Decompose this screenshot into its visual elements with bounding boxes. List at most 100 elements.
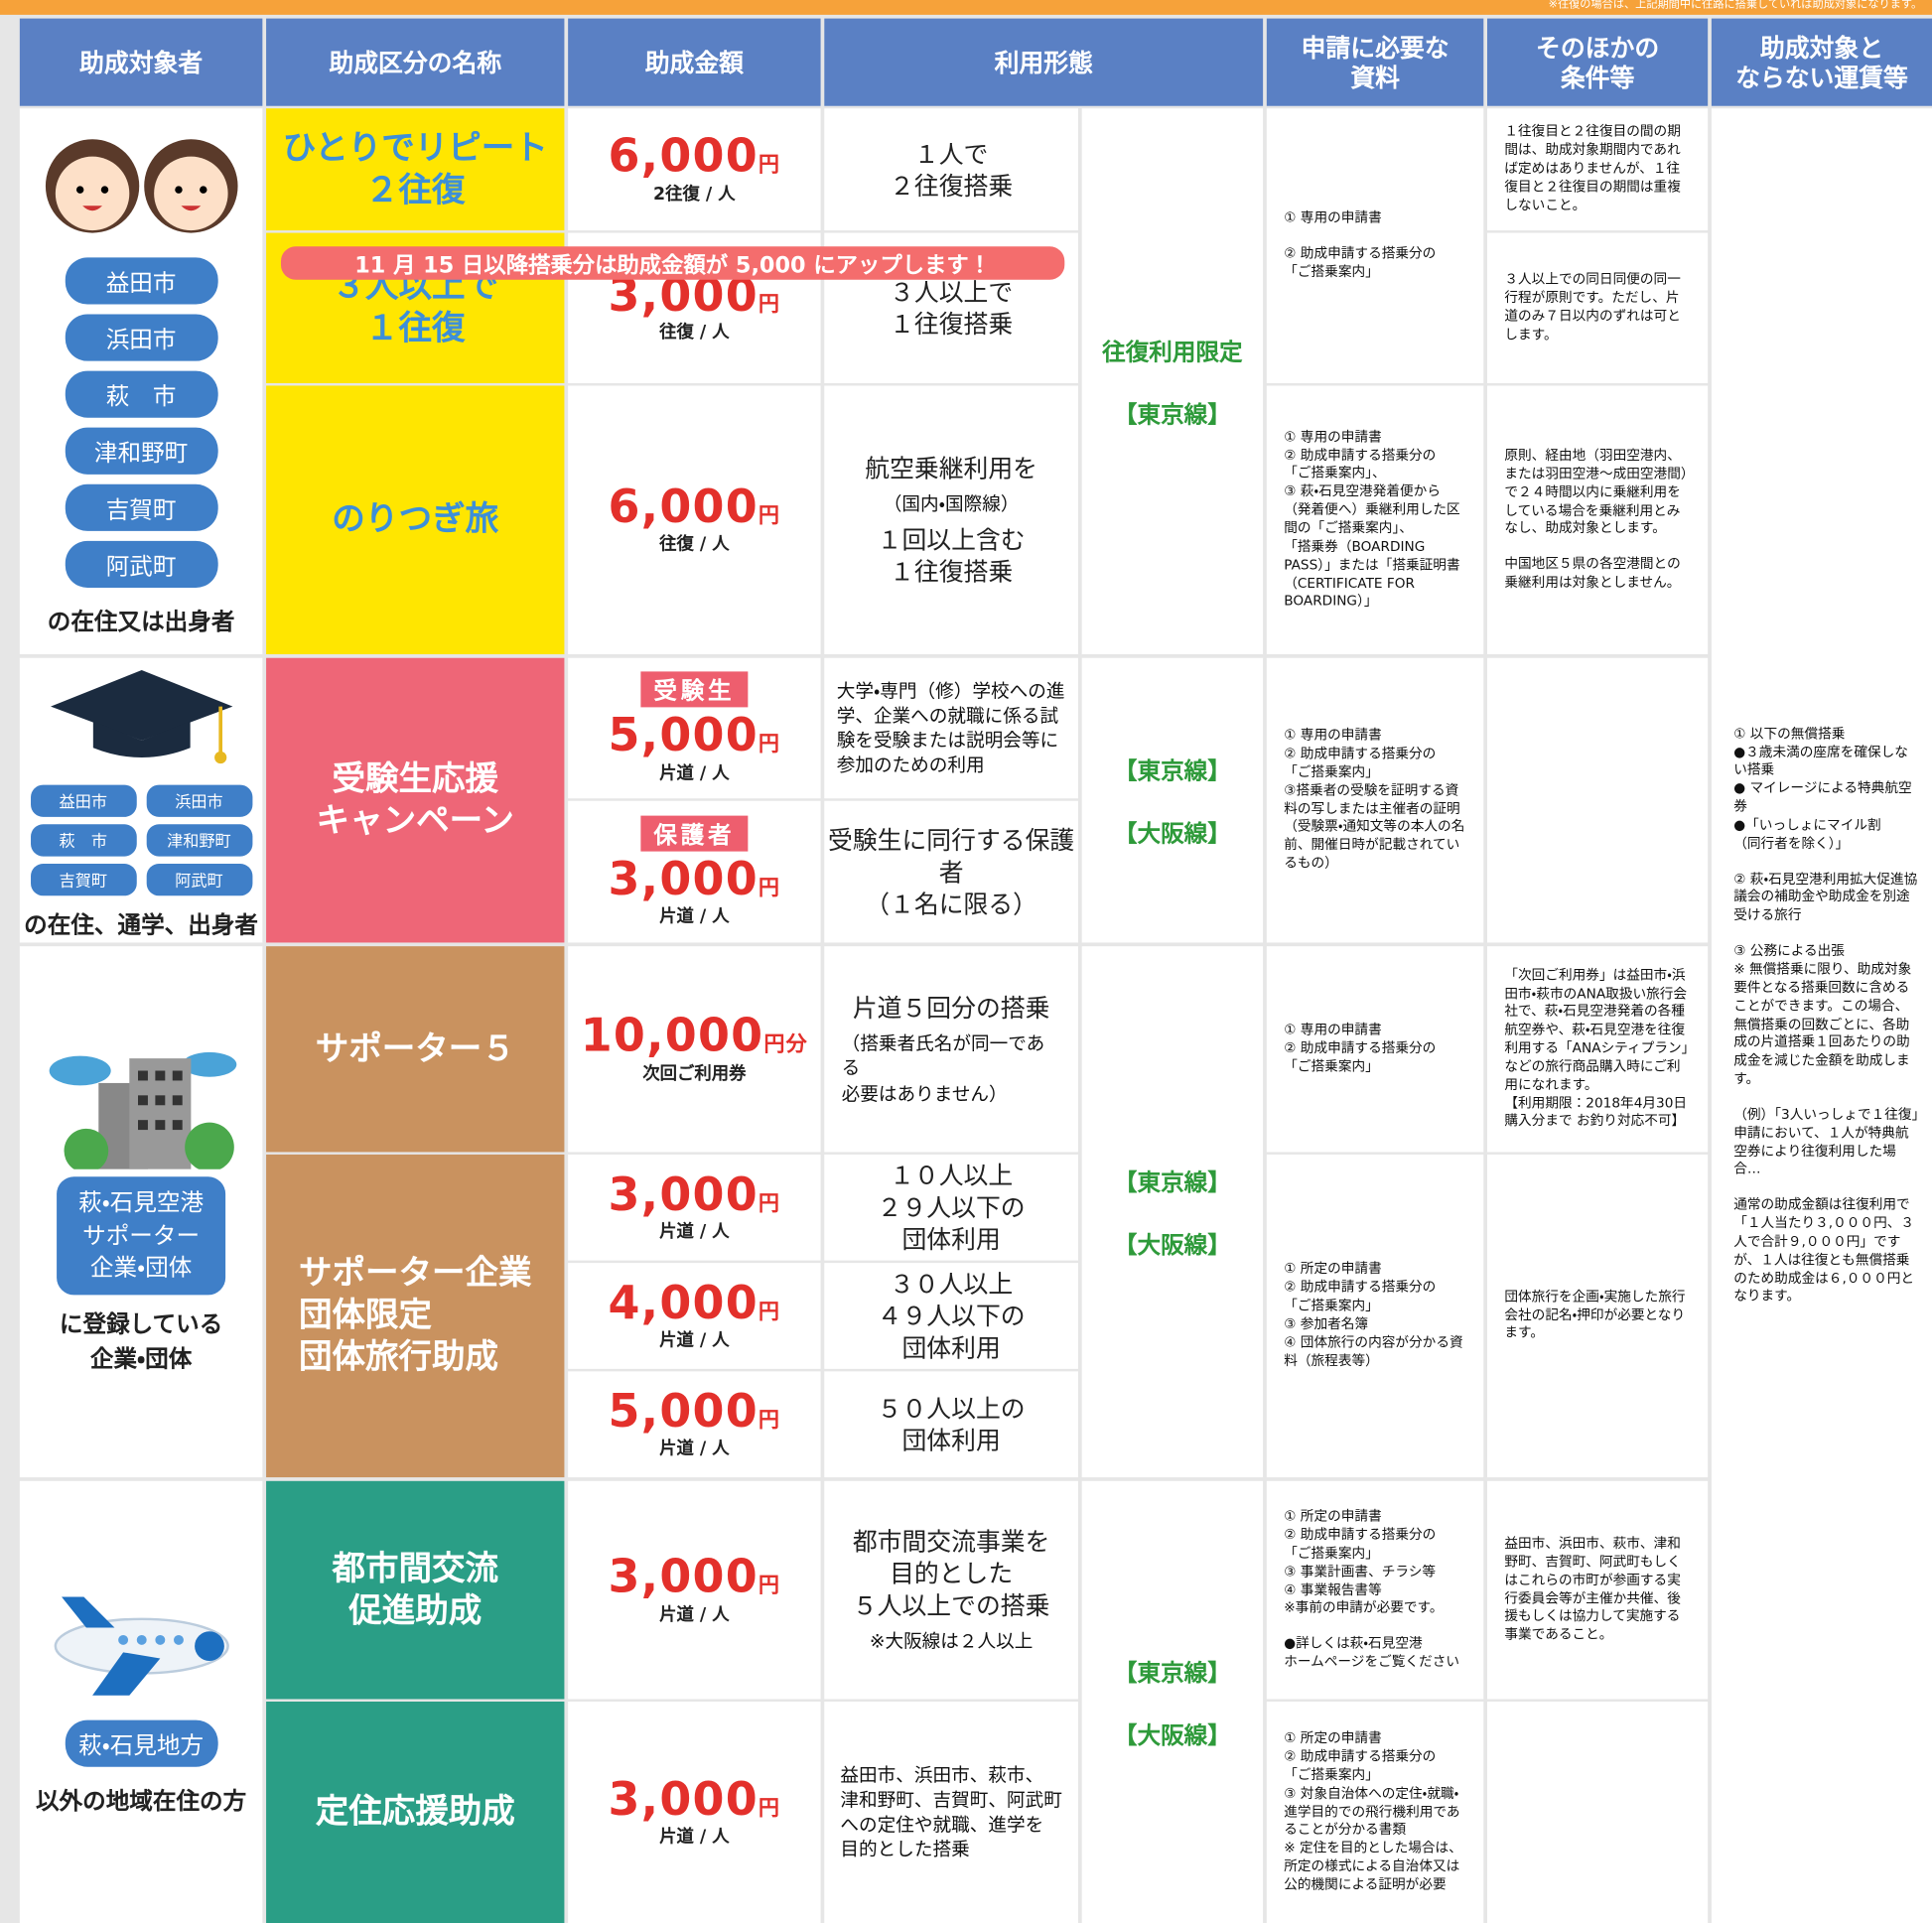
route-label: 【東京線】 (1113, 756, 1231, 784)
icon-shape (117, 1635, 184, 1646)
program-name-cell: のりつぎ旅 (266, 385, 565, 655)
amount-per: 往復 / 人 (659, 535, 730, 556)
city-list: 萩・石見地方 (65, 1716, 218, 1772)
city-pill: 益田市 (30, 783, 137, 817)
city-pill: 萩 市 (65, 370, 218, 419)
route-cell: 往復利用限定 【東京線】 (1081, 108, 1264, 655)
amount: 3,000円 (608, 1553, 780, 1601)
usage-text: ３人以上で １往復搭乗 (890, 277, 1014, 340)
route-cell: 【東京線】 【大阪線】 (1081, 946, 1264, 1478)
usage-text: 大学・専門（修）学校への進学、企業への就職に係る試験を受験または説明会等に参加の… (836, 679, 1065, 777)
city-list: 益田市 浜田市萩 市津和野町 吉賀町 阿武町 (30, 783, 252, 895)
program-name-cell: サポーター企業 団体限定 団体旅行助成 (266, 1154, 565, 1478)
icon-shape (117, 1635, 128, 1646)
city-pill: 吉賀町 (30, 863, 137, 895)
header-label: 申請に必要な 資料 (1301, 32, 1449, 92)
icon-shape (153, 156, 227, 231)
icon-shape (154, 1095, 165, 1106)
conditions-cell: １往復目と２往復目の間の期間は、助成対象期間内であれば定めはありませんが、１往復… (1487, 108, 1709, 231)
conditions-cell: 原則、経由地（羽田空港内、または羽田空港～成田空港間）で２４時間以内に乗継利用を… (1487, 385, 1709, 655)
amount: 6,000円 (608, 132, 781, 181)
usage-cell: 航空乗継利用を （国内・国際線） １回以上含む １往復搭乗 (824, 385, 1078, 655)
documents-cell: ① 専用の申請書 ② 助成申請する搭乗分の 「ご搭乗案内」 (1266, 946, 1484, 1153)
city-pill: 萩・石見空港 サポーター 企業・団体 (56, 1176, 226, 1296)
program-name: 都市間交流 促進助成 (332, 1549, 499, 1630)
icon-shape (213, 751, 226, 764)
condition-text: 「次回ご利用券」は益田市・浜田市・萩市のANA取扱い旅行会社で、萩・石見空港発着… (1504, 966, 1689, 1130)
excluded-text: ② 萩・石見空港利用拡大促進協議会の補助金や助成金を別途受ける旅行 (1733, 870, 1918, 923)
icon (53, 1596, 229, 1697)
route-label: 【大阪線】 (1113, 1721, 1231, 1749)
amount-value: 5,000 (608, 708, 759, 762)
city-pill: 阿武町 (146, 863, 252, 895)
city-pill: 萩・石見地方 (65, 1719, 218, 1768)
icon-shape (174, 186, 183, 195)
usage-text: １０人以上 ２９人以下の 団体利用 (877, 1161, 1026, 1255)
condition-text: 団体旅行を企画・実施した旅行会社の記名・押印が必要となります。 (1504, 1288, 1686, 1341)
amount-per: 片道 / 人 (659, 906, 730, 927)
amount-per: 片道 / 人 (659, 1828, 730, 1848)
route-label: 【大阪線】 (1113, 819, 1231, 848)
city-pill: 津和野町 (146, 823, 252, 856)
usage-cell: １人で ２往復搭乗 (824, 108, 1078, 231)
header-cell: 助成金額 (568, 18, 821, 106)
usage-text: １人で ２往復搭乗 (890, 138, 1014, 201)
city-list: 益田市 浜田市萩 市津和野町 吉賀町 阿武町 (65, 253, 218, 594)
header-cell: 助成対象者 (19, 18, 263, 106)
icon-shape (154, 1635, 165, 1646)
usage-text: １回以上含む １往復搭乗 (877, 524, 1026, 587)
route-label: 【大阪線】 (1113, 1231, 1231, 1259)
city-pill: 益田市 (65, 257, 218, 305)
target-note: の在住、通学、出身者 (24, 910, 259, 939)
amount-value: 3,000 (608, 852, 759, 905)
amount-cell: 10,000円分 次回ご利用券 (568, 946, 821, 1153)
icon-shape (182, 1052, 236, 1077)
amount-cell: 6,000円 2往復 / 人 (568, 108, 821, 231)
usage-text: 受験生に同行する保護者 （１名に限る） (828, 824, 1075, 919)
amount-unit: 円分 (763, 1032, 809, 1057)
excluded-text: ③ 公務による出張 ※ 無償搭乗に限り、助成対象要件となる搭乗回数に含めることが… (1733, 942, 1912, 1087)
amount-per: 往復 / 人 (659, 323, 730, 343)
top-bar: ※往復の場合は、上記期間中に往路に搭乗していれば助成対象になります。 (0, 0, 1932, 15)
amount-value: 3,000 (608, 1772, 759, 1826)
icon-shape (194, 1631, 224, 1662)
icon-shape (61, 1596, 114, 1628)
usage-cell: １０人以上 ２９人以下の 団体利用 (824, 1154, 1078, 1261)
amount-per: 片道 / 人 (659, 763, 730, 784)
header-cell: 申請に必要な 資料 (1266, 18, 1484, 106)
amount: 4,000円 (608, 1279, 780, 1327)
target-cell: 萩・石見地方 以外の地域在住の方 (19, 1480, 263, 1923)
conditions-cell: ３人以上での同日同便の同一行程が原則です。ただし、片道のみ７日以内のずれは可とし… (1487, 232, 1709, 383)
amount: 5,000円 (608, 708, 780, 762)
icon-shape (55, 156, 129, 231)
route-cell: 【東京線】【大阪線】 (1081, 657, 1264, 943)
amount-per: 2往復 / 人 (653, 185, 736, 205)
icon-shape (137, 1070, 148, 1081)
icon-shape (154, 1120, 165, 1131)
usage-text: 片道５回分の搭乗 (852, 993, 1050, 1024)
program-name-cell: ひとりでリピート ２往復 (266, 108, 565, 231)
header-label: 助成対象者 (79, 47, 204, 77)
excluded-cell: ① 以下の無償搭乗 ●３歳未満の座席を確保しない搭乗 ● マイレージによる特典航… (1711, 108, 1932, 1923)
amount-cell: 保護者 3,000円 片道 / 人 (568, 800, 821, 943)
amount-cell: 受験生 5,000円 片道 / 人 (568, 657, 821, 799)
conditions-cell: 「次回ご利用券」は益田市・浜田市・萩市のANA取扱い旅行会社で、萩・石見空港発着… (1487, 946, 1709, 1153)
amount-per: 片道 / 人 (659, 1605, 730, 1625)
header-label: 助成金額 (644, 47, 745, 77)
conditions-cell: 団体旅行を企画・実施した旅行会社の記名・押印が必要となります。 (1487, 1154, 1709, 1478)
amount-value: 3,000 (608, 1168, 759, 1221)
icon-shape (137, 1120, 148, 1131)
conditions-cell: 益田市、浜田市、萩市、津和野町、吉賀町、阿武町もしくはこれらの市町が参画する実行… (1487, 1480, 1709, 1700)
amount-unit: 円 (758, 152, 781, 178)
document-text: ① 所定の申請書 ② 助成申請する搭乗分の 「ご搭乗案内」 ③ 対象自治体への定… (1284, 1729, 1462, 1893)
amount-unit: 円 (758, 291, 781, 317)
amount-unit: 円 (758, 1408, 781, 1433)
icon-shape (136, 1635, 147, 1646)
amount-per: 片道 / 人 (659, 1440, 730, 1459)
amount-cell: 5,000円 片道 / 人 (568, 1371, 821, 1478)
city-pill: 吉賀町 (65, 484, 218, 532)
icon-shape (172, 1095, 183, 1106)
documents-cell: ① 専用の申請書 ② 助成申請する搭乗分の 「ご搭乗案内」 (1266, 108, 1484, 383)
condition-text: 原則、経由地（羽田空港内、または羽田空港～成田空港間）で２４時間以内に乗継利用を… (1504, 447, 1688, 537)
program-name-cell: サポーター５ (266, 946, 565, 1153)
